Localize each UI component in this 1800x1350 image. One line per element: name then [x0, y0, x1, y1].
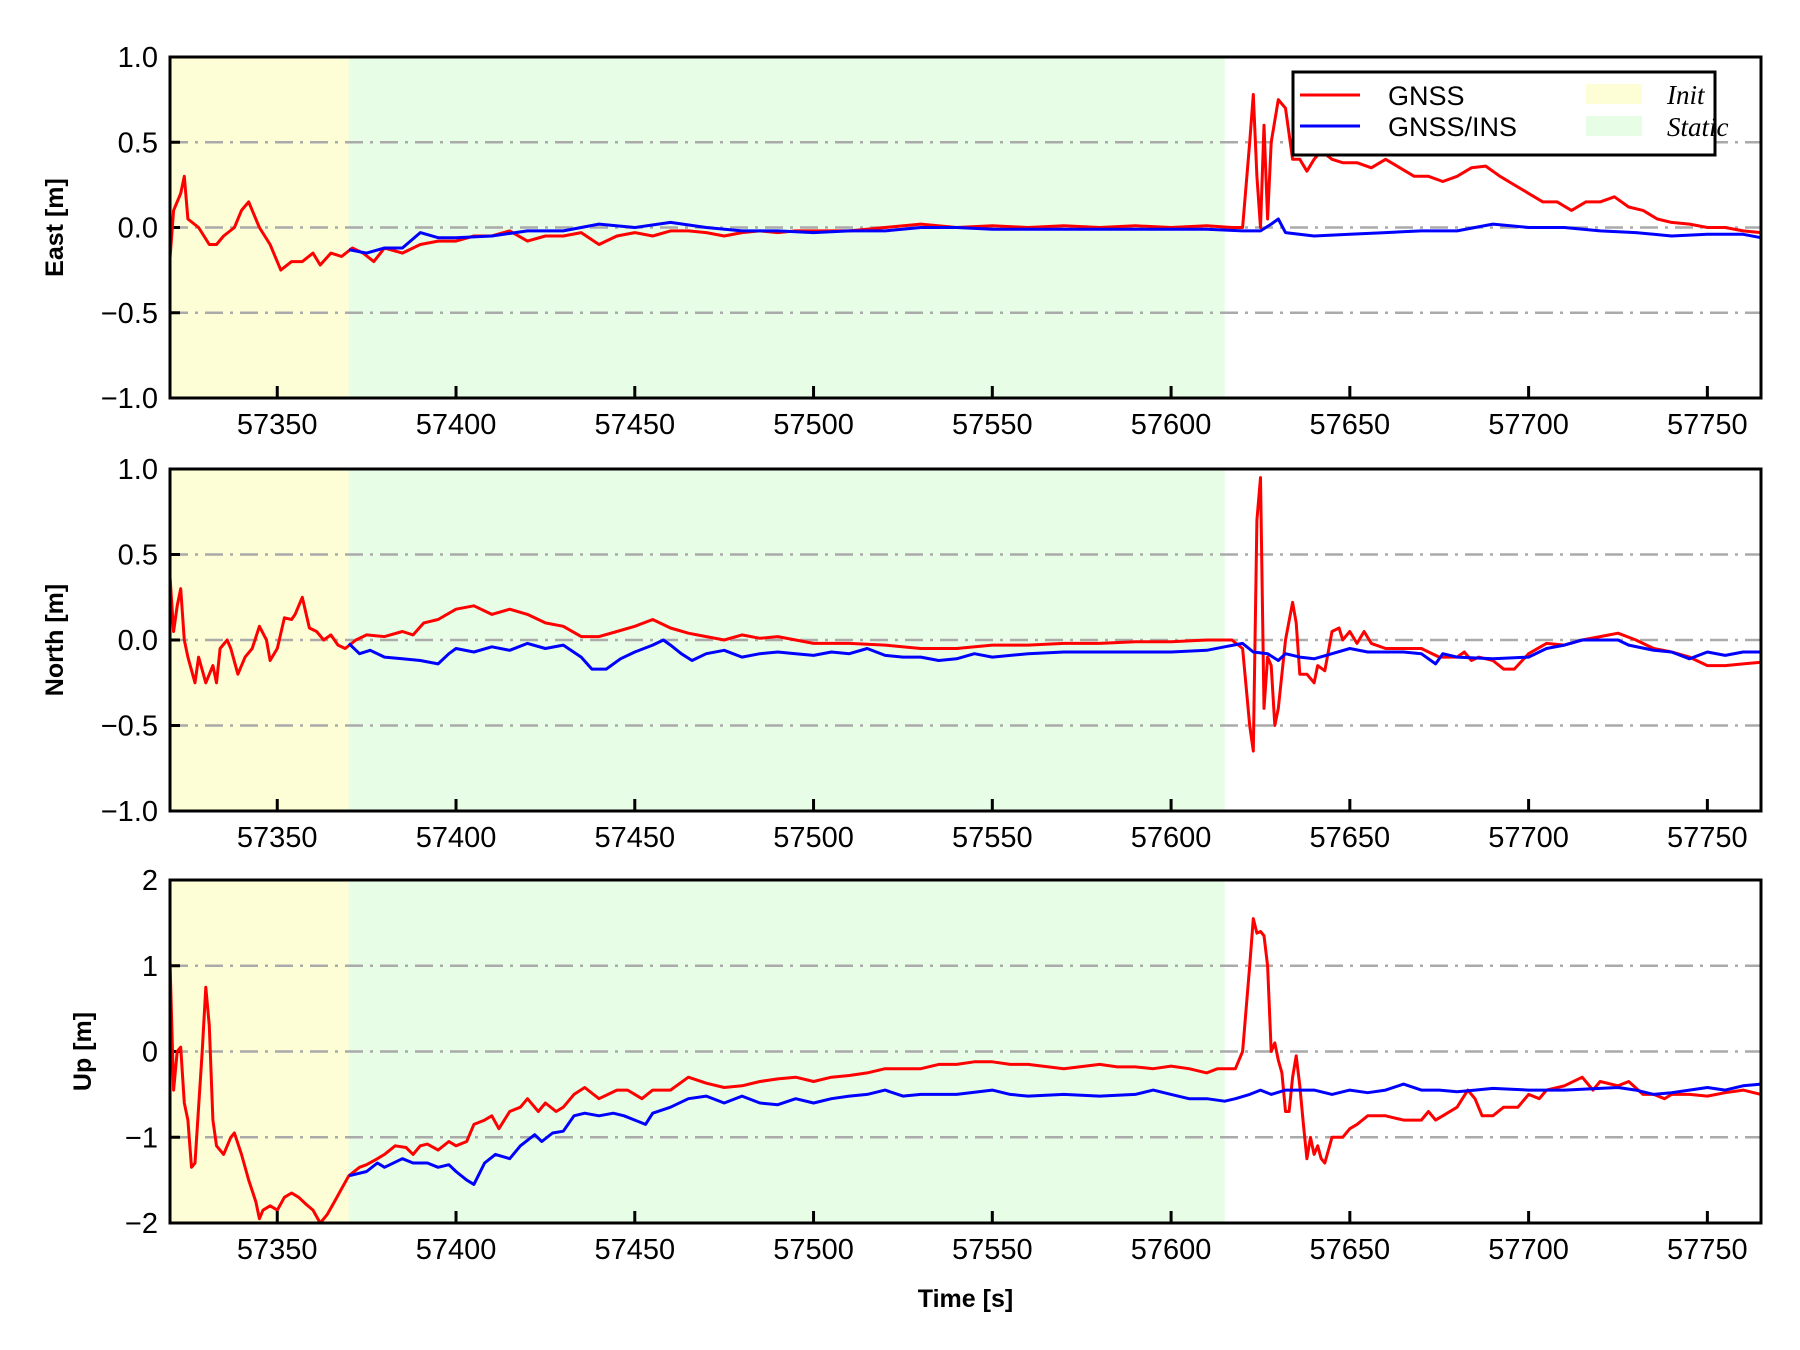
- x-tick-label: 57700: [1488, 1234, 1569, 1266]
- y-tick-label: 0.5: [118, 127, 158, 159]
- x-tick-label: 57400: [416, 822, 497, 854]
- x-tick-label: 57750: [1667, 1234, 1748, 1266]
- axes-frame: [168, 55, 1763, 400]
- panel-up: 2 1 0 −1 −2 57350 57400 57450 57500 57550 57600 576…: [69, 865, 1763, 1313]
- y-tick-label: −0.5: [101, 298, 158, 330]
- y-tick-label: 0: [142, 1037, 158, 1069]
- x-tick-label: 57350: [237, 1234, 318, 1266]
- y-tick-label: 0.0: [118, 213, 158, 245]
- axes-frame: [168, 878, 1763, 1225]
- y-axis-label: East [m]: [41, 178, 69, 277]
- x-tick-label: 57450: [594, 409, 675, 441]
- axes-frame: [168, 467, 1763, 813]
- x-tick-label: 57600: [1131, 1234, 1212, 1266]
- y-tick-label: −2: [125, 1208, 158, 1240]
- series-line-gnss-ins: [348, 217, 1762, 255]
- x-tick-label: 57600: [1131, 409, 1212, 441]
- x-tick-label: 57400: [416, 409, 497, 441]
- x-tick-label: 57550: [952, 409, 1033, 441]
- x-tick-label: 57350: [237, 822, 318, 854]
- x-tick-label: 57650: [1310, 1234, 1391, 1266]
- x-tick-label: 57500: [773, 409, 854, 441]
- x-tick-label: 57650: [1310, 822, 1391, 854]
- panel-east: 1.0 0.5 0.0 −0.5 −1.0 57350 57400 57450 57500 575…: [41, 42, 1763, 441]
- y-axis-label: Up [m]: [69, 1012, 97, 1091]
- x-tick-label: 57750: [1667, 822, 1748, 854]
- y-axis-label: North [m]: [41, 584, 69, 696]
- x-tick-label: 57600: [1131, 822, 1212, 854]
- series-line-gnss-ins: [347, 638, 1761, 671]
- y-tick-label: 0.0: [118, 625, 158, 657]
- x-tick-label: 57700: [1488, 822, 1569, 854]
- y-tick-label: 1.0: [118, 454, 158, 486]
- y-tick-label: 2: [142, 865, 158, 897]
- series-line-gnss-ins: [348, 1082, 1762, 1186]
- x-tick-label: 57400: [416, 1234, 497, 1266]
- y-tick-label: 0.5: [118, 540, 158, 572]
- panel-north: 1.0 0.5 0.0 −0.5 −1.0 57350 57400 57450 57500 575…: [41, 454, 1763, 854]
- x-tick-label: 57500: [773, 1234, 854, 1266]
- y-tick-label: −1: [125, 1122, 158, 1154]
- x-tick-label: 57450: [594, 1234, 675, 1266]
- series-line-gnss: [168, 93, 1762, 272]
- y-tick-label: 1: [142, 951, 158, 983]
- y-tick-label: −0.5: [101, 711, 158, 743]
- y-tick-label: −1.0: [101, 383, 158, 415]
- x-tick-label: 57500: [773, 822, 854, 854]
- series-line-gnss: [168, 917, 1762, 1225]
- y-tick-label: 1.0: [118, 42, 158, 74]
- x-tick-label: 57650: [1310, 409, 1391, 441]
- x-tick-label: 57700: [1488, 409, 1569, 441]
- y-tick-label: −1.0: [101, 796, 158, 828]
- x-tick-label: 57550: [952, 822, 1033, 854]
- x-tick-label: 57350: [237, 409, 318, 441]
- x-tick-label: 57550: [952, 1234, 1033, 1266]
- x-axis-label: Time [s]: [918, 1285, 1013, 1313]
- x-tick-label: 57450: [594, 822, 675, 854]
- x-tick-label: 57750: [1667, 409, 1748, 441]
